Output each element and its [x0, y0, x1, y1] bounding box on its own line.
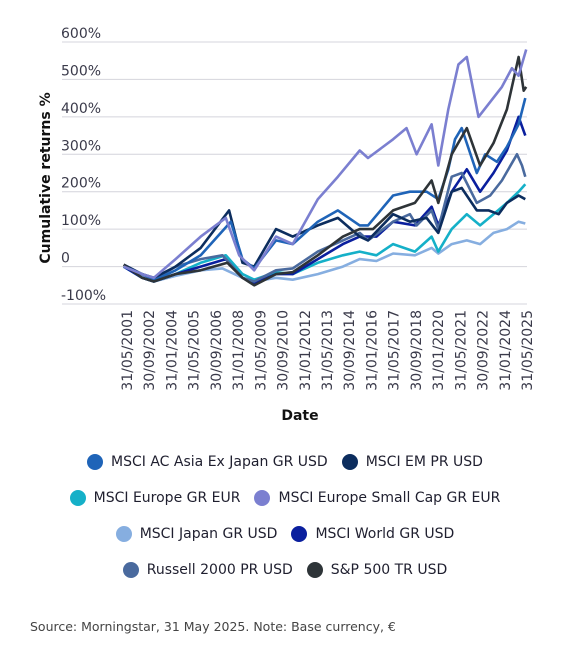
- legend-label: S&P 500 TR USD: [330, 562, 448, 578]
- x-tick-label: 31/05/2005: [187, 310, 203, 391]
- x-tick-label: 31/05/2021: [453, 310, 469, 391]
- legend-row: MSCI AC Asia Ex Japan GR USD MSCI EM PR U…: [0, 454, 570, 470]
- y-tick-label: 500%: [61, 63, 101, 79]
- y-tick-label: 600%: [61, 26, 101, 42]
- y-axis-ticks: 600% 500% 400% 300% 200% 100% 0 -100%: [61, 26, 106, 304]
- series-line: [123, 49, 528, 280]
- legend-item: MSCI Europe Small Cap GR EUR: [254, 490, 500, 506]
- x-tick-label: 30/09/2006: [209, 310, 225, 391]
- x-tick-label: 30/09/2022: [476, 310, 492, 391]
- legend-dot-icon: [87, 454, 104, 470]
- legend-label: Russell 2000 PR USD: [146, 562, 293, 578]
- legend-item: MSCI EM PR USD: [341, 454, 483, 470]
- legend-row: Russell 2000 PR USD S&P 500 TR USD: [0, 562, 570, 578]
- x-tick-label: 31/05/2001: [120, 310, 136, 391]
- legend-dot-icon: [122, 562, 139, 578]
- line-chart: 600% 500% 400% 300% 200% 100% 0 -100% 31/05/200…: [38, 26, 536, 424]
- legend-item: Russell 2000 PR USD: [122, 562, 293, 578]
- series-line: [123, 186, 526, 280]
- y-tick-label: 100%: [61, 213, 101, 229]
- legend-item: MSCI Japan GR USD: [115, 526, 278, 542]
- legend-row: MSCI Europe GR EUR MSCI Europe Small Cap …: [0, 490, 570, 506]
- y-tick-label: 400%: [61, 101, 101, 117]
- legend-dot-icon: [341, 454, 358, 470]
- series-line: [123, 183, 527, 283]
- x-tick-label: 31/05/2025: [520, 310, 536, 391]
- legend-item: S&P 500 TR USD: [306, 562, 448, 578]
- y-tick-label: 0: [61, 251, 70, 267]
- x-tick-label: 31/05/2017: [387, 310, 403, 391]
- x-axis-ticks: 31/05/2001 30/09/2002 31/01/2004 31/05/2005…: [120, 310, 536, 391]
- legend-row: MSCI Japan GR USD MSCI World GR USD: [0, 526, 570, 542]
- x-tick-label: 31/01/2004: [164, 310, 180, 391]
- legend-dot-icon: [69, 490, 86, 506]
- y-axis-title: Cumulative returns %: [38, 92, 54, 263]
- series-lines: [122, 49, 528, 287]
- legend-label: MSCI Europe GR EUR: [93, 490, 241, 506]
- legend-label: MSCI AC Asia Ex Japan GR USD: [111, 454, 328, 470]
- x-tick-label: 30/09/2002: [142, 310, 158, 391]
- legend-label: MSCI World GR USD: [315, 526, 455, 542]
- x-tick-label: 31/01/2024: [498, 310, 514, 391]
- legend-item: MSCI AC Asia Ex Japan GR USD: [87, 454, 328, 470]
- legend-dot-icon: [254, 490, 271, 506]
- x-tick-label: 31/01/2008: [231, 310, 247, 391]
- x-tick-label: 31/01/2012: [298, 310, 314, 391]
- x-tick-label: 30/09/2018: [409, 310, 425, 391]
- legend-item: MSCI Europe GR EUR: [69, 490, 241, 506]
- x-tick-label: 31/05/2013: [320, 310, 336, 391]
- y-tick-label: 300%: [61, 138, 101, 154]
- legend-label: MSCI EM PR USD: [365, 454, 483, 470]
- legend-dot-icon: [291, 526, 308, 542]
- source-note: Source: Morningstar, 31 May 2025. Note: …: [30, 619, 396, 634]
- x-tick-label: 31/01/2016: [364, 310, 380, 391]
- legend-dot-icon: [306, 562, 323, 578]
- x-tick-label: 30/09/2014: [342, 310, 358, 391]
- x-tick-label: 30/09/2010: [276, 310, 292, 391]
- legend-label: MSCI Japan GR USD: [139, 526, 278, 542]
- grid-lines: [62, 41, 527, 305]
- legend-item: MSCI World GR USD: [291, 526, 454, 542]
- y-tick-label: 200%: [61, 176, 101, 192]
- legend-dot-icon: [115, 526, 132, 542]
- x-tick-label: 31/05/2009: [253, 310, 269, 391]
- x-axis-title: Date: [281, 408, 318, 424]
- series-line: [122, 55, 528, 287]
- legend-label: MSCI Europe Small Cap GR EUR: [278, 490, 501, 506]
- x-tick-label: 31/01/2020: [431, 310, 447, 391]
- y-tick-label: -100%: [61, 288, 106, 304]
